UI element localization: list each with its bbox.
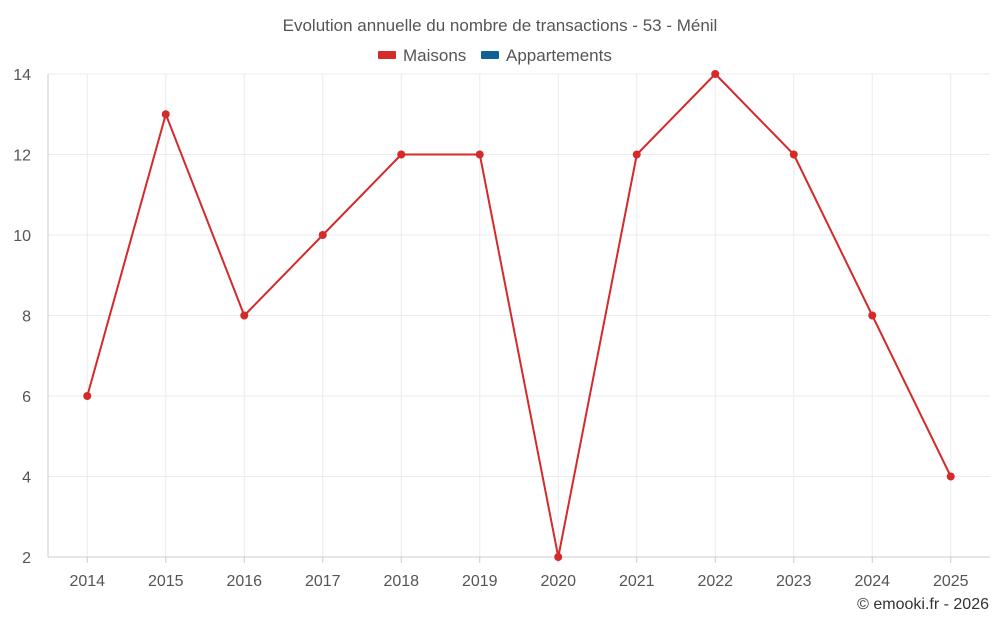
x-tick-label: 2021 xyxy=(619,573,655,590)
data-point[interactable] xyxy=(475,150,484,159)
data-point[interactable] xyxy=(711,70,720,78)
legend-label-maisons: Maisons xyxy=(403,46,466,65)
y-tick-label: 14 xyxy=(13,67,31,84)
data-point[interactable] xyxy=(240,311,249,320)
legend-item-maisons[interactable]: Maisons xyxy=(378,46,466,65)
x-tick-label: 2022 xyxy=(697,573,733,590)
data-point[interactable] xyxy=(83,392,92,400)
legend-swatch-appartements xyxy=(481,51,499,59)
x-tick-label: 2023 xyxy=(776,573,812,590)
data-point[interactable] xyxy=(397,150,406,159)
x-tick-label: 2018 xyxy=(383,573,419,590)
x-tick-label: 2025 xyxy=(933,573,969,590)
axes: 2 4 6 8 10 12 14 2014 2015 2016 2017 2018 2019 2020 20… xyxy=(13,67,990,590)
data-point[interactable] xyxy=(868,311,877,320)
x-tick-label: 2019 xyxy=(462,573,498,590)
legend-swatch-maisons xyxy=(378,51,396,59)
legend-label-appartements: Appartements xyxy=(506,46,612,65)
y-tick-label: 8 xyxy=(22,309,31,326)
legend: Maisons Appartements xyxy=(378,46,612,65)
y-tick-label: 10 xyxy=(13,228,31,245)
y-tick-label: 4 xyxy=(22,470,31,487)
x-tick-label: 2015 xyxy=(148,573,184,590)
x-tick-label: 2017 xyxy=(305,573,341,590)
data-point[interactable] xyxy=(946,472,955,481)
y-tick-label: 2 xyxy=(22,550,31,567)
x-tick-label: 2016 xyxy=(226,573,262,590)
x-tick-label: 2020 xyxy=(540,573,576,590)
y-tick-label: 6 xyxy=(22,389,31,406)
grid xyxy=(48,73,990,557)
x-tick-label: 2024 xyxy=(854,573,890,590)
legend-item-appartements[interactable]: Appartements xyxy=(481,46,612,65)
data-point[interactable] xyxy=(161,110,170,119)
y-tick-label: 12 xyxy=(13,148,31,165)
data-point[interactable] xyxy=(789,150,798,159)
data-point[interactable] xyxy=(632,150,641,159)
data-point[interactable] xyxy=(554,553,563,561)
series-line xyxy=(86,73,952,558)
x-tick-label: 2014 xyxy=(69,573,105,590)
credit-text: © emooki.fr - 2026 xyxy=(857,596,989,613)
data-point[interactable] xyxy=(318,231,327,239)
chart-title: Evolution annuelle du nombre de transact… xyxy=(283,16,718,35)
series-maisons xyxy=(83,70,955,561)
